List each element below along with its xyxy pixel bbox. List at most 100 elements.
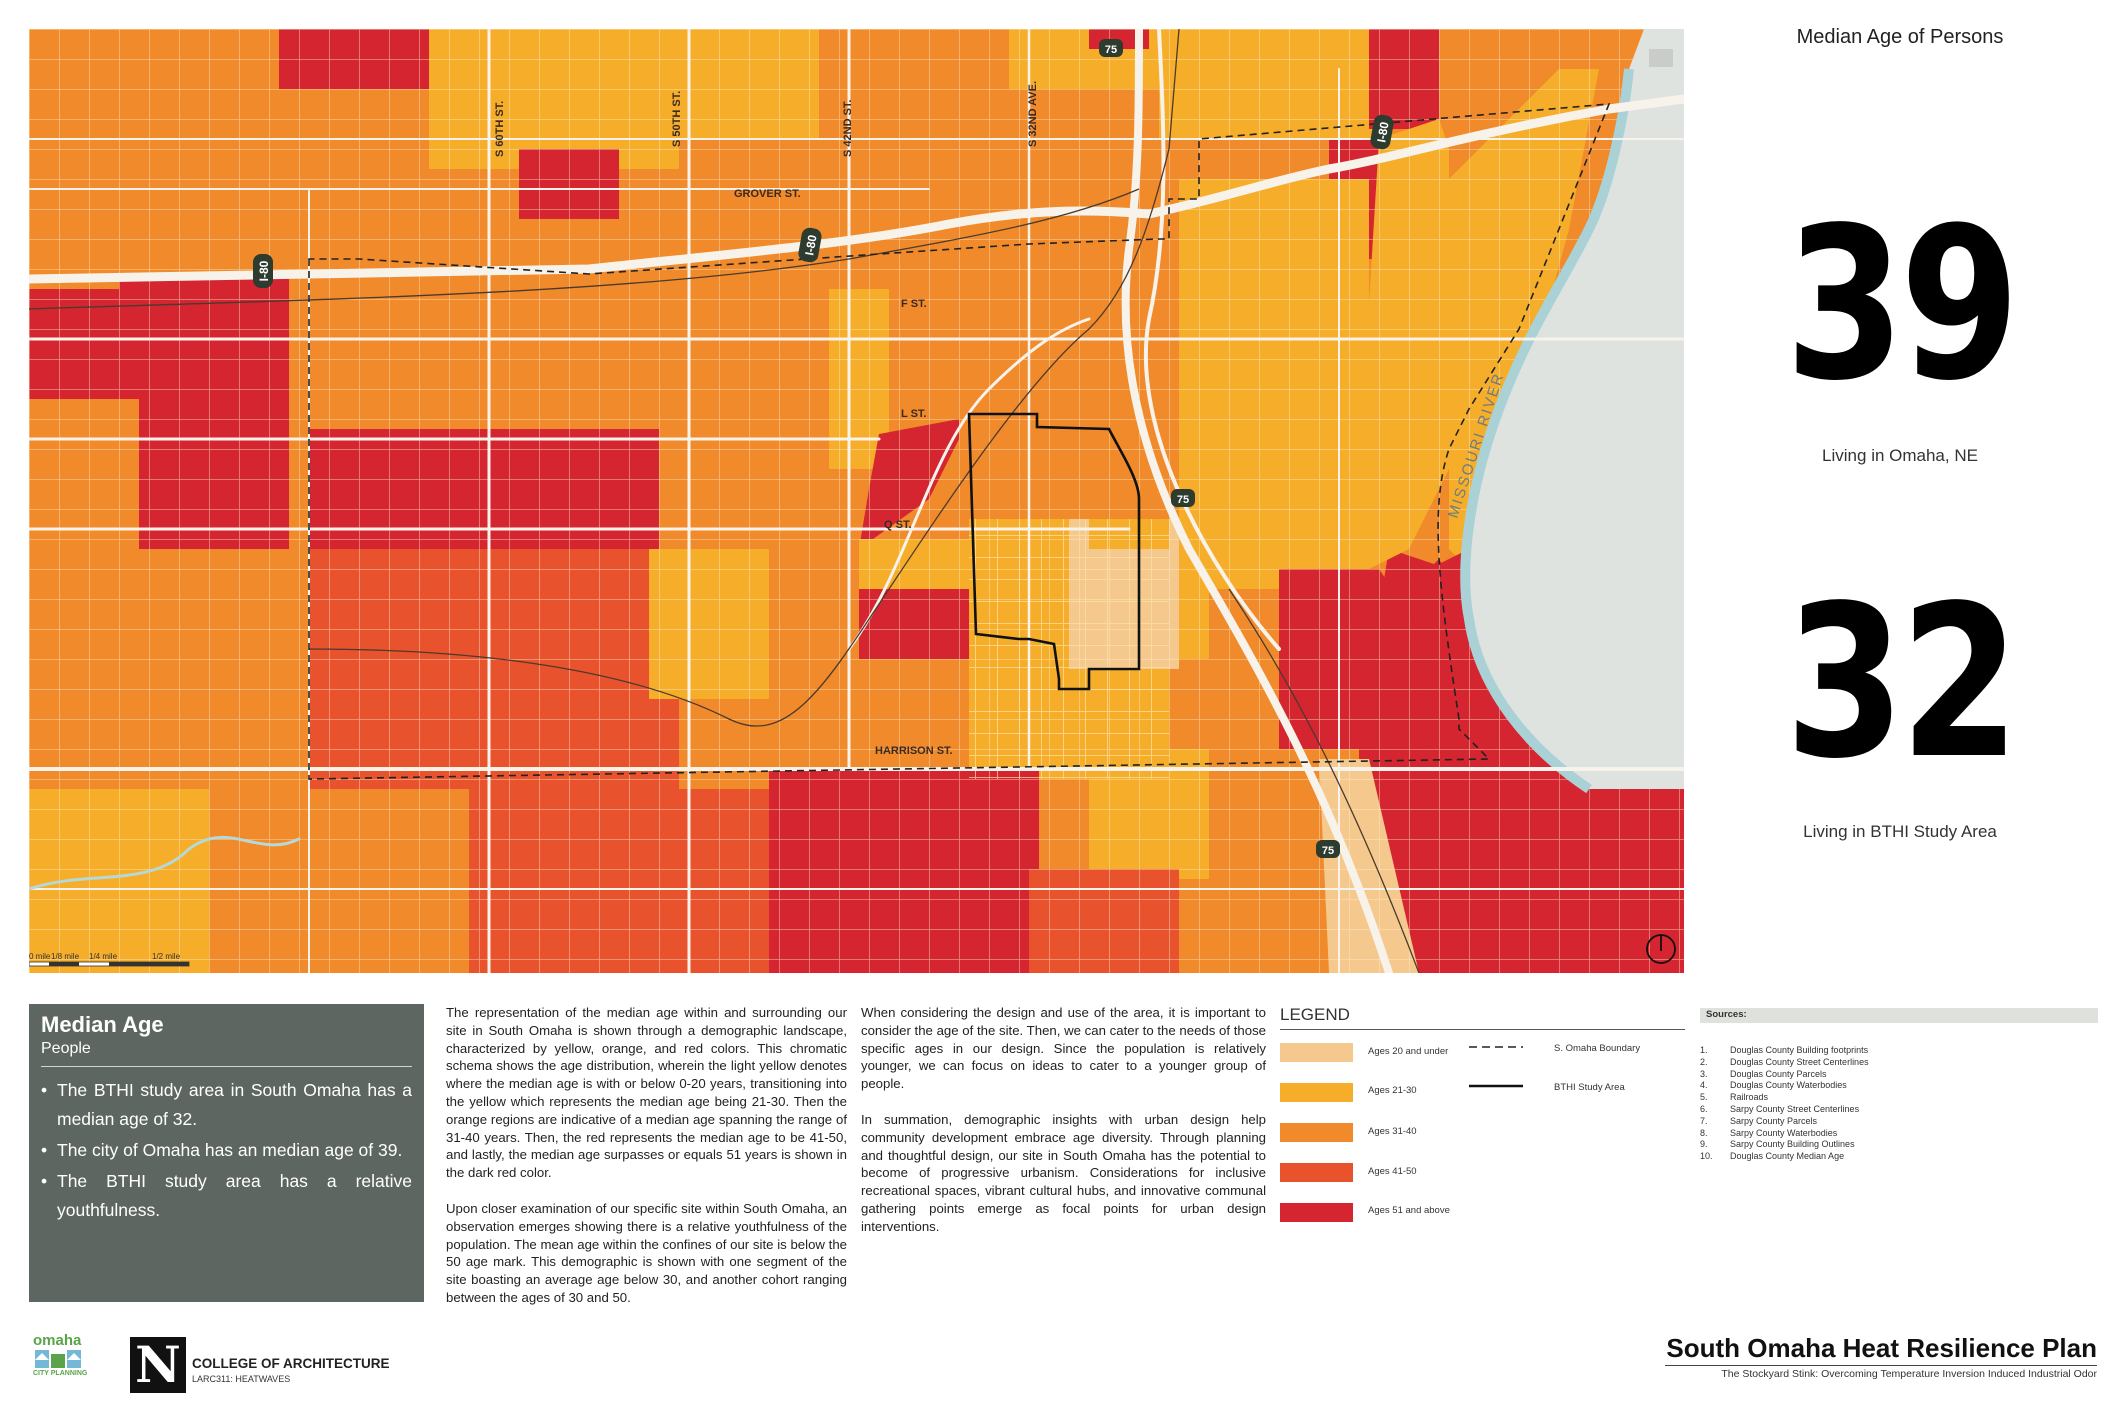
source-item: Douglas County Building footprints [1730,1045,1869,1055]
legend-label: Ages 51 and above [1368,1205,1450,1216]
sources-header: Sources: [1700,1008,2098,1023]
sources-list: 1. Douglas County Building footprints 2. Do… [1700,1045,2098,1175]
source-number: 1. [1700,1045,1708,1055]
legend-swatch-age-20-under [1280,1043,1353,1062]
svg-text:I-80: I-80 [257,260,271,281]
source-item: Douglas County Waterbodies [1730,1080,1847,1091]
legend-label: BTHI Study Area [1554,1082,1625,1093]
source-number: 4. [1700,1080,1708,1091]
street-labels: GROVER ST. F ST. L ST. Q ST. HARRISON ST… [494,81,1039,757]
svg-text:75: 75 [1177,494,1189,506]
svg-text:F ST.: F ST. [901,298,927,310]
bthi-study-area [967,412,1141,691]
source-number: 10. [1700,1151,1713,1162]
legend-label: Ages 20 and under [1368,1046,1449,1057]
svg-text:HARRISON ST.: HARRISON ST. [875,745,953,757]
omaha-logo-sub: CITY PLANNING [33,1370,88,1377]
source-item: Douglas County Street Centerlines [1730,1056,1869,1067]
major-roads [29,29,1684,973]
svg-text:GROVER ST.: GROVER ST. [734,188,801,200]
legend-label: Ages 31-40 [1368,1126,1417,1137]
nebraska-n-logo: N [130,1337,186,1393]
paragraph: In summation, demographic insights with … [861,1111,1266,1234]
svg-text:75: 75 [1322,845,1334,857]
legend-divider [1280,1029,1685,1030]
omaha-logo-icon [35,1350,81,1368]
plan-title: South Omaha Heat Resilience Plan [1666,1333,2097,1363]
svg-text:S 42ND ST.: S 42ND ST. [842,100,854,157]
source-item: Sarpy County Waterbodies [1730,1127,1838,1138]
source-number: 5. [1700,1092,1708,1103]
legend-boundary-line [1469,1046,1523,1048]
sources-title: Sources: [1706,1009,1747,1020]
omaha-city-planning-logo: omaha CITY PLANNING [33,1333,89,1391]
summary-bullet: The BTHI study area has a relative youth… [41,1167,412,1225]
source-item: Railroads [1730,1092,1769,1103]
summary-subtitle: People [41,1040,91,1057]
paragraph: Upon closer examination of our specific … [446,1200,847,1305]
legend-study-line [1469,1084,1523,1088]
north-arrow-icon [1646,934,1676,964]
svg-text:Q ST.: Q ST. [884,519,912,531]
svg-text:S 50TH ST.: S 50TH ST. [671,91,683,147]
svg-text:0 mile: 0 mile [29,952,51,961]
source-item: Sarpy County Parcels [1730,1115,1818,1126]
svg-text:1/4 mile: 1/4 mile [89,952,118,961]
text-column-2: When considering the design and use of t… [861,1004,1266,1254]
college-name: COLLEGE OF ARCHITECTURE [192,1356,390,1371]
svg-text:1/2 mile: 1/2 mile [152,952,181,961]
omaha-logo-word: omaha [33,1332,82,1349]
summary-divider [41,1066,412,1067]
source-number: 3. [1700,1068,1708,1079]
summary-bullet: The city of Omaha has an median age of 3… [41,1136,412,1165]
source-number: 8. [1700,1127,1708,1138]
source-number: 2. [1700,1056,1708,1067]
legend-label: Ages 21-30 [1368,1085,1417,1096]
paragraph: The representation of the median age wit… [446,1005,847,1181]
summary-title: Median Age [41,1012,164,1037]
railroads [29,29,1420,973]
water-feature [1649,49,1673,67]
paragraph: When considering the design and use of t… [861,1005,1266,1092]
street-grid [29,29,1684,973]
omaha-label: Living in Omaha, NE [1822,446,1978,465]
svg-text:75: 75 [1105,44,1117,56]
source-number: 7. [1700,1115,1708,1126]
svg-text:I-80: I-80 [1374,120,1391,143]
source-item: Douglas County Parcels [1730,1068,1827,1079]
legend: Ages 20 and under Ages 21-30 Ages 31-40 … [1280,1043,1700,1233]
svg-text:I-80: I-80 [802,233,819,256]
text-column-1: The representation of the median age wit… [446,1004,847,1325]
legend-label: Ages 41-50 [1368,1166,1417,1177]
summary-bullets: The BTHI study area in South Omaha has a… [41,1076,412,1227]
source-item: Sarpy County Building Outlines [1730,1139,1855,1150]
missouri-river [1465,29,1684,789]
median-age-map[interactable]: I-80 I-80 I-80 75 75 75 GROVER ST. F ST.… [29,29,1684,973]
source-number: 9. [1700,1139,1708,1150]
scale-bar: 0 mile 1/8 mile 1/4 mile 1/2 mile [29,952,190,967]
summary-bullet: The BTHI study area in South Omaha has a… [41,1076,412,1134]
stat-title: Median Age of Persons [1796,26,2004,48]
bthi-median-age: 32 [1785,560,2020,805]
map-canvas: I-80 I-80 I-80 75 75 75 GROVER ST. F ST.… [29,29,1684,973]
legend-swatch-age-31-40 [1280,1123,1353,1142]
legend-title: LEGEND [1280,1005,1350,1024]
svg-text:S 32ND AVE.: S 32ND AVE. [1027,81,1039,147]
legend-swatch-age-51-above [1280,1203,1353,1222]
legend-swatch-age-21-30 [1280,1083,1353,1102]
summary-panel: Median Age People The BTHI study area in… [29,1004,424,1302]
highway-shields: I-80 I-80 I-80 75 75 75 [253,39,1394,858]
footer-divider [1665,1365,2097,1366]
svg-text:1/8 mile: 1/8 mile [51,952,80,961]
course-name: LARC311: HEATWAVES [192,1374,291,1384]
legend-swatch-age-41-50 [1280,1163,1353,1182]
legend-label: S. Omaha Boundary [1554,1043,1641,1054]
source-item: Douglas County Median Age [1730,1151,1845,1162]
source-number: 6. [1700,1104,1708,1114]
river-edge [1460,68,1634,794]
source-item: Sarpy County Street Centerlines [1730,1104,1860,1114]
svg-text:S 60TH ST.: S 60TH ST. [494,101,506,157]
omaha-median-age: 39 [1785,182,2020,427]
svg-text:L ST.: L ST. [901,408,926,420]
plan-subtitle: The Stockyard Stink: Overcoming Temperat… [1721,1368,2097,1380]
